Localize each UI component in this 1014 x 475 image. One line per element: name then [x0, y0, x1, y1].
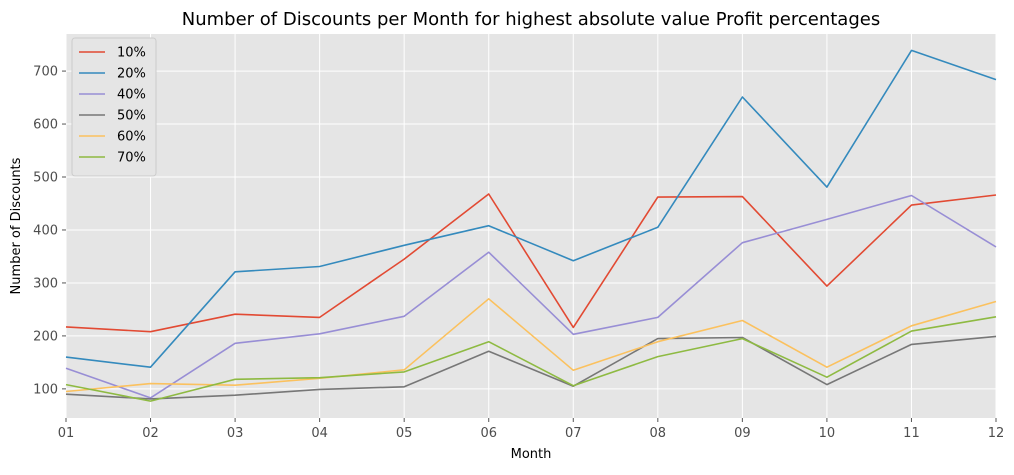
x-tick-label: 11	[903, 426, 920, 441]
x-tick-label: 02	[142, 426, 159, 441]
y-tick-label: 100	[33, 382, 58, 397]
y-tick-label: 600	[33, 118, 58, 133]
series-line-10pct	[65, 193, 997, 333]
legend-label: 70%	[117, 151, 146, 166]
x-tick-label: 04	[311, 426, 328, 441]
series-line-70pct	[65, 316, 997, 402]
legend: 10% 20% 40% 50% 60% 70%	[71, 37, 157, 177]
x-tick-label: 07	[565, 426, 582, 441]
y-axis-label: Number of Discounts	[9, 157, 24, 294]
x-tick-label: 01	[58, 426, 75, 441]
series-line-50pct	[65, 335, 997, 400]
legend-label: 20%	[117, 67, 146, 82]
y-tick-label: 700	[33, 65, 58, 80]
y-tick-labels: 100 200 300 400 500 600 700	[33, 65, 66, 397]
series-lines	[65, 49, 997, 402]
x-tick-label: 10	[819, 426, 836, 441]
y-tick-label: 500	[33, 171, 58, 186]
x-tick-label: 12	[988, 426, 1005, 441]
series-line-40pct	[65, 194, 997, 399]
x-tick-label: 05	[396, 426, 413, 441]
legend-label: 60%	[117, 130, 146, 145]
legend-label: 40%	[117, 88, 146, 103]
y-tick-label: 200	[33, 329, 58, 344]
x-axis-label: Month	[511, 447, 552, 462]
x-tick-label: 06	[480, 426, 497, 441]
chart-title: Number of Discounts per Month for highes…	[182, 9, 880, 30]
x-tick-label: 08	[650, 426, 667, 441]
plot-background	[66, 34, 996, 418]
legend-label: 10%	[117, 46, 146, 61]
series-line-20pct	[65, 49, 997, 369]
y-tick-label: 300	[33, 276, 58, 291]
x-tick-label: 09	[734, 426, 751, 441]
y-tick-label: 400	[33, 223, 58, 238]
series-line-60pct	[65, 297, 997, 393]
x-tick-label: 03	[227, 426, 244, 441]
legend-label: 50%	[117, 109, 146, 124]
x-tick-labels: 01 02 03 04 05 06 07 08 09 10 11 12	[58, 418, 1005, 441]
